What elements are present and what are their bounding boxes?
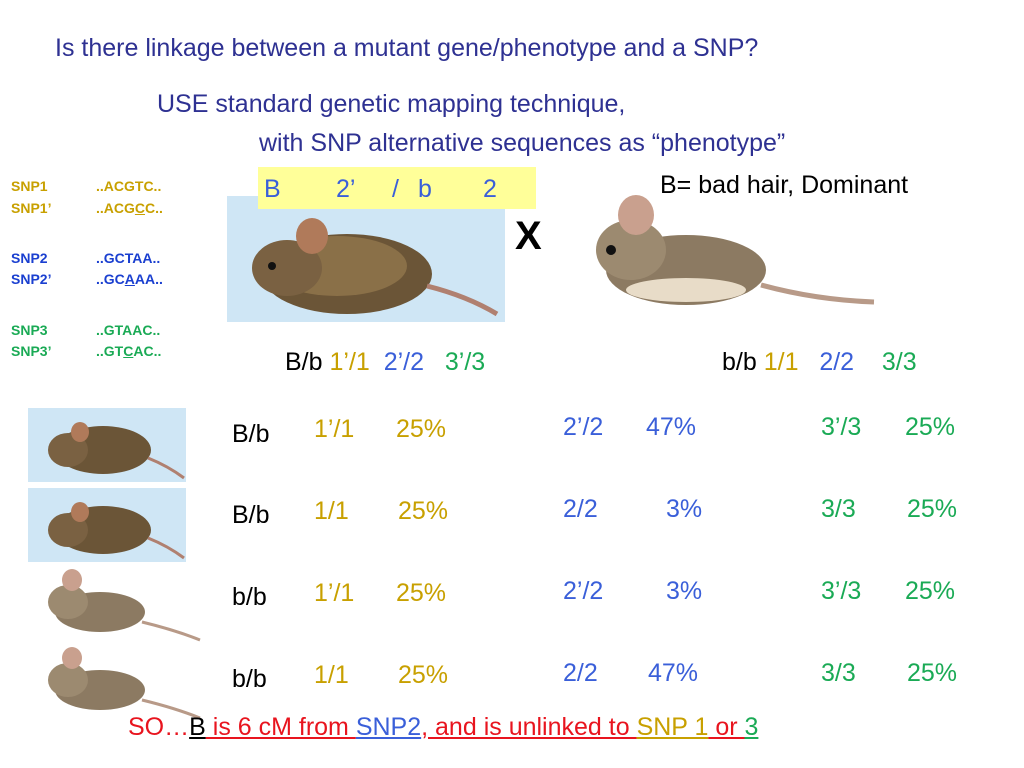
snp3-percent: 25% bbox=[907, 659, 958, 687]
offspring-mouse-image-2 bbox=[28, 488, 186, 562]
snp-label: SNP2’ bbox=[11, 271, 52, 287]
parent-genotype-box: B 2’ / b 2 bbox=[258, 167, 536, 209]
genotype: b/b bbox=[722, 348, 757, 376]
mouse-icon bbox=[48, 647, 201, 720]
snp2-class: 2/2 bbox=[563, 495, 598, 523]
snp-label: SNP3 bbox=[11, 322, 48, 338]
snp2-class: 2’/2 bbox=[563, 413, 604, 441]
snp1-class: 1/1 bbox=[314, 661, 349, 689]
allele-b-recessive: b bbox=[418, 175, 432, 203]
snp2-class: 2’/2 bbox=[563, 577, 604, 605]
snp-seq: ..GTAAC.. bbox=[96, 322, 161, 338]
offspring-genotype: B/b bbox=[232, 501, 270, 529]
snp1-genotype: 1/1 bbox=[763, 348, 799, 376]
snp3-class: 3’/3 bbox=[821, 577, 862, 605]
snp1-class: 1’/1 bbox=[314, 415, 355, 443]
offspring-mouse-image-1 bbox=[28, 408, 186, 482]
snp1-class: 1/1 bbox=[314, 497, 349, 525]
snp2-genotype: 2’/2 bbox=[383, 348, 425, 376]
conclusion-snp1: SNP 1 bbox=[636, 713, 709, 741]
mouse-icon bbox=[48, 422, 185, 480]
snp1-class: 1’/1 bbox=[314, 579, 355, 607]
snp3-genotype: 3’/3 bbox=[444, 348, 486, 376]
snp1-percent: 25% bbox=[396, 415, 447, 443]
snp-seq: ..ACGTC.. bbox=[96, 178, 162, 194]
snp3-class: 3’/3 bbox=[821, 413, 862, 441]
conclusion-b: B bbox=[189, 713, 206, 741]
offspring-mouse-image-4 bbox=[30, 644, 202, 720]
subtitle-line-1: USE standard genetic mapping technique, bbox=[157, 90, 626, 118]
conclusion-text-1: is 6 cM from bbox=[205, 713, 356, 741]
conclusion-snp3: 3 bbox=[744, 713, 759, 741]
snp3-genotype: 3/3 bbox=[881, 348, 917, 376]
conclusion-or: or bbox=[708, 713, 745, 741]
allele-b-dominant: B bbox=[264, 175, 281, 203]
conclusion-snp2: SNP2 bbox=[355, 713, 422, 741]
snp-seq: ..GCAAA.. bbox=[96, 271, 163, 287]
subtitle-line-2: with SNP alternative sequences as “pheno… bbox=[259, 129, 786, 157]
conclusion: SO…B is 6 cM from SNP2, and is unlinked … bbox=[128, 713, 758, 742]
snp-label: SNP1’ bbox=[11, 200, 52, 216]
offspring-genotype: b/b bbox=[232, 665, 267, 693]
snp3-percent: 25% bbox=[905, 577, 956, 605]
conclusion-text-2: , and is unlinked to bbox=[421, 713, 637, 741]
snp-mutation: A bbox=[124, 271, 135, 287]
snp-label: SNP3’ bbox=[11, 343, 52, 359]
genotype: B/b bbox=[285, 348, 323, 376]
b-definition: B= bad hair, Dominant bbox=[660, 171, 909, 199]
parent1-genotypes: B/b 1’/1 2’/2 3’/3 bbox=[285, 348, 485, 377]
snp1-percent: 25% bbox=[398, 661, 449, 689]
offspring-genotype: B/b bbox=[232, 420, 270, 448]
allele-slash: / bbox=[392, 175, 399, 203]
offspring-genotype: b/b bbox=[232, 583, 267, 611]
snp2-percent: 47% bbox=[646, 413, 697, 441]
snp2-class: 2/2 bbox=[563, 659, 598, 687]
snp-seq: ..GCTAA.. bbox=[96, 250, 161, 266]
slide-title: Is there linkage between a mutant gene/p… bbox=[55, 34, 759, 62]
mouse-icon bbox=[48, 569, 201, 642]
snp2-percent: 3% bbox=[666, 495, 703, 523]
mouse-icon bbox=[48, 502, 185, 560]
snp2-genotype: 2/2 bbox=[819, 348, 855, 376]
snp-label: SNP2 bbox=[11, 250, 48, 266]
snp1-percent: 25% bbox=[396, 579, 447, 607]
snp3-class: 3/3 bbox=[821, 659, 856, 687]
snp1-percent: 25% bbox=[398, 497, 449, 525]
snp-seq: ..GTCAC.. bbox=[96, 343, 162, 359]
mouse-icon bbox=[596, 195, 875, 305]
conclusion-so: SO… bbox=[128, 713, 190, 741]
snp2-allele: 2’ bbox=[336, 175, 356, 203]
snp3-class: 3/3 bbox=[821, 495, 856, 523]
snp-mutation: C bbox=[123, 343, 134, 359]
bad-hair-mouse-image bbox=[227, 196, 505, 322]
snp-label: SNP1 bbox=[11, 178, 48, 194]
cross-symbol: X bbox=[515, 214, 542, 258]
snp2-percent: 3% bbox=[666, 577, 703, 605]
snp3-percent: 25% bbox=[907, 495, 958, 523]
snp2-percent: 47% bbox=[648, 659, 699, 687]
snp-mutation: C bbox=[134, 200, 146, 216]
offspring-mouse-image-3 bbox=[30, 566, 202, 642]
snp-seq: ..ACGCC.. bbox=[96, 200, 163, 216]
snp1-genotype: 1’/1 bbox=[329, 348, 370, 376]
snp2-allele-2: 2 bbox=[483, 175, 497, 203]
snp3-percent: 25% bbox=[905, 413, 956, 441]
mouse-icon bbox=[252, 218, 499, 317]
normal-mouse-image bbox=[576, 190, 876, 320]
parent2-genotypes: b/b 1/1 2/2 3/3 bbox=[722, 348, 917, 377]
